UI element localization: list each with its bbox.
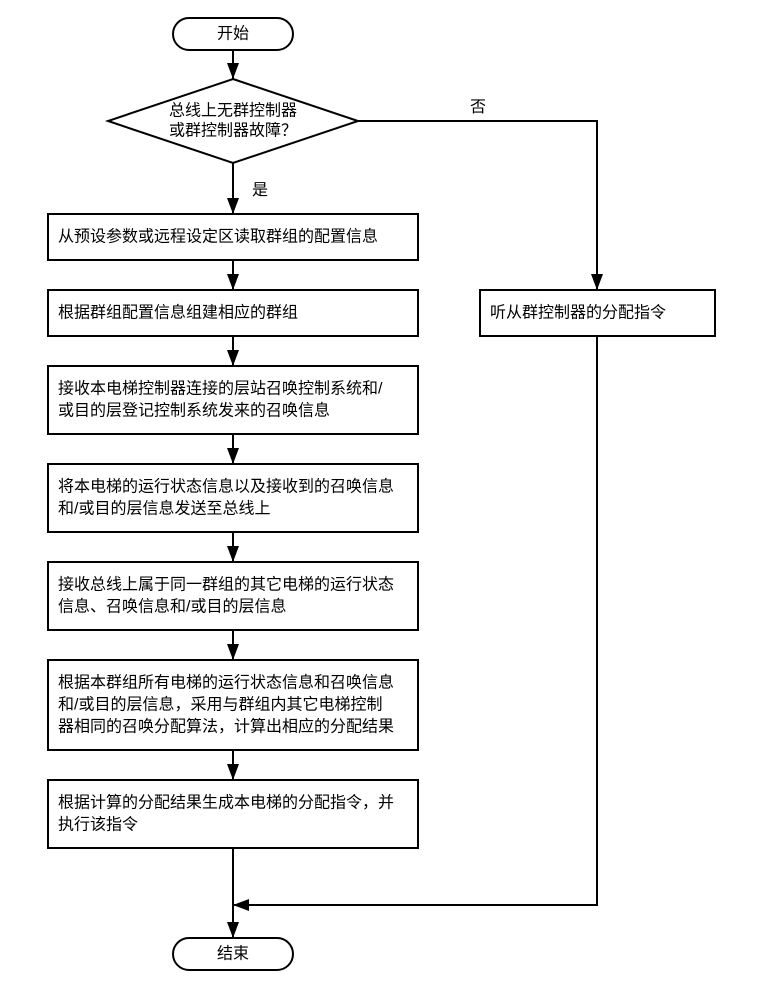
decision-line-0: 总线上无群控制器 bbox=[169, 102, 297, 120]
p3-line-1: 或目的层登记控制系统发来的召唤信息 bbox=[58, 401, 330, 419]
start-label: 开始 bbox=[217, 25, 249, 43]
p1-line-0: 从预设参数或远程设定区读取群组的配置信息 bbox=[58, 227, 378, 245]
p4-line-1: 和/或目的层信息发送至总线上 bbox=[58, 499, 270, 517]
edge-10 bbox=[233, 336, 597, 905]
p4: 将本电梯的运行状态信息以及接收到的召唤信息和/或目的层信息发送至总线上 bbox=[48, 464, 418, 532]
decision: 总线上无群控制器或群控制器故障？ bbox=[108, 79, 358, 163]
p6-line-0: 根据本群组所有电梯的运行状态信息和召唤信息 bbox=[58, 673, 394, 691]
decision-line-1: 或群控制器故障？ bbox=[169, 122, 297, 140]
edge-1-label: 是 bbox=[252, 182, 268, 199]
p6-line-2: 器相同的召唤分配算法，计算出相应的分配结果 bbox=[58, 716, 394, 735]
p2-line-0: 根据群组配置信息组建相应的群组 bbox=[58, 302, 298, 321]
p2: 根据群组配置信息组建相应的群组 bbox=[48, 290, 418, 336]
p7-line-0: 根据计算的分配结果生成本电梯的分配指令，并 bbox=[58, 792, 394, 811]
p4-line-0: 将本电梯的运行状态信息以及接收到的召唤信息 bbox=[58, 477, 394, 495]
p6-line-1: 和/或目的层信息，采用与群组内其它电梯控制 bbox=[58, 695, 382, 713]
p7-line-1: 执行该指令 bbox=[58, 815, 138, 833]
edge-2 bbox=[358, 121, 597, 290]
p3: 接收本电梯控制器连接的层站召唤控制系统和/或目的层登记控制系统发来的召唤信息 bbox=[48, 366, 418, 434]
p1: 从预设参数或远程设定区读取群组的配置信息 bbox=[48, 214, 418, 260]
right-line-0: 听从群控制器的分配指令 bbox=[490, 303, 666, 321]
p6: 根据本群组所有电梯的运行状态信息和召唤信息和/或目的层信息，采用与群组内其它电梯… bbox=[48, 660, 418, 750]
end-label: 结束 bbox=[217, 945, 249, 963]
p5-line-1: 信息、召唤信息和/或目的层信息 bbox=[58, 597, 286, 615]
start: 开始 bbox=[173, 18, 293, 50]
edge-2-label: 否 bbox=[470, 99, 486, 116]
right: 听从群控制器的分配指令 bbox=[480, 290, 715, 336]
p5-line-0: 接收总线上属于同一群组的其它电梯的运行状态 bbox=[58, 575, 394, 593]
p3-line-0: 接收本电梯控制器连接的层站召唤控制系统和/ bbox=[58, 379, 383, 397]
end: 结束 bbox=[173, 938, 293, 970]
p7: 根据计算的分配结果生成本电梯的分配指令，并执行该指令 bbox=[48, 780, 418, 848]
p5: 接收总线上属于同一群组的其它电梯的运行状态信息、召唤信息和/或目的层信息 bbox=[48, 562, 418, 630]
